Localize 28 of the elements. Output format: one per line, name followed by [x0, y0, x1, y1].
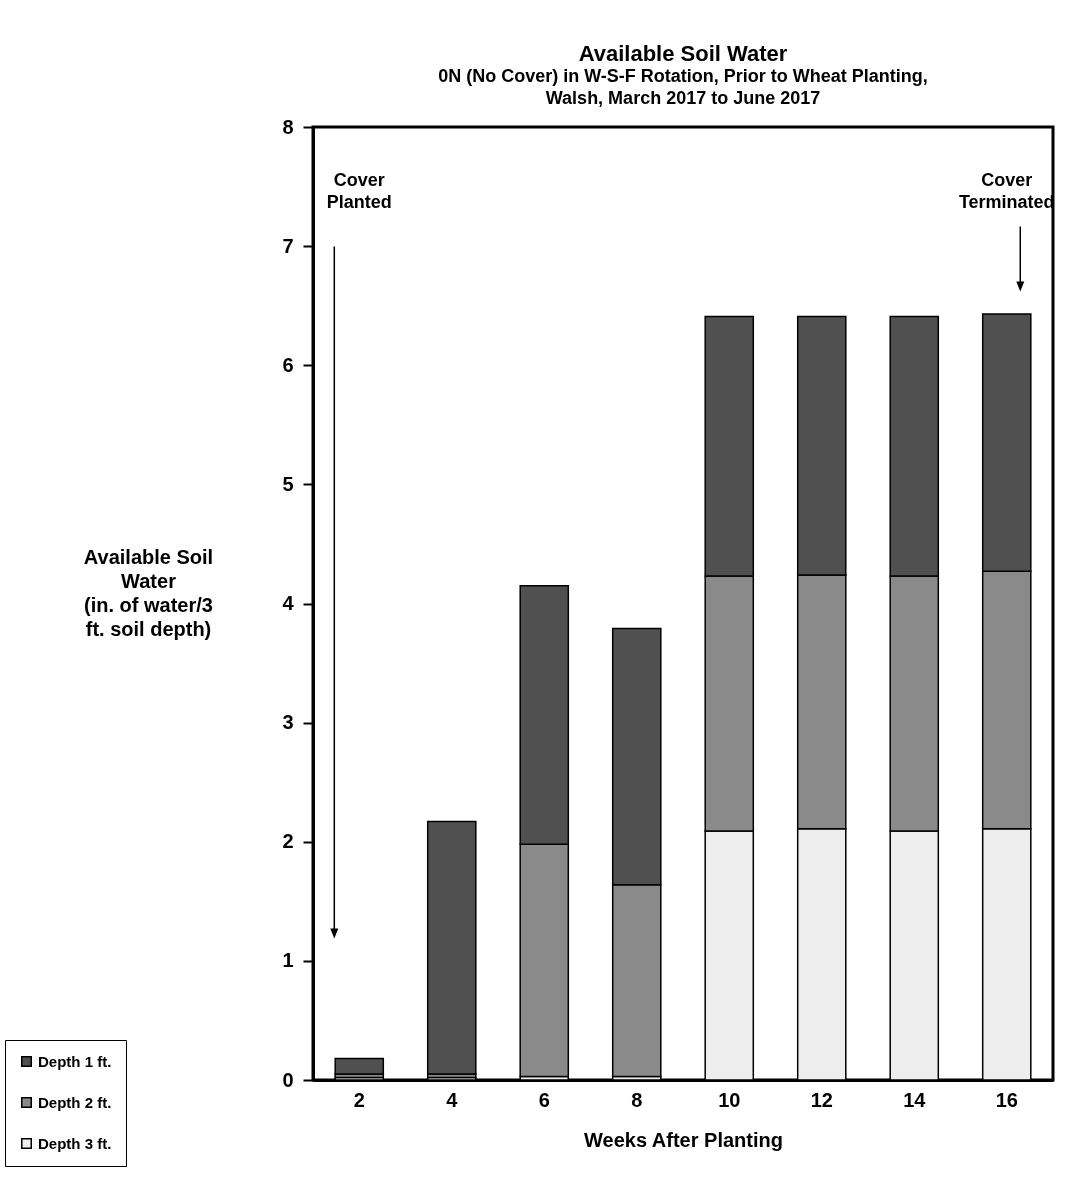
chart-title: Available Soil Water: [578, 41, 788, 66]
y-axis-title: Available Soil Water (in. of water/3 ft. soil depth): [83, 545, 214, 640]
legend-label: Depth 2 ft.: [38, 1093, 112, 1111]
y-tick-label: 5: [282, 472, 294, 495]
bar: [334, 1057, 385, 1075]
y-tick-label: 2: [282, 830, 294, 853]
x-tick-label: 12: [810, 1088, 833, 1111]
y-tick-label: 1: [282, 949, 294, 972]
annotation: Cover Terminated: [958, 170, 1055, 212]
x-tick-label: 2: [353, 1088, 365, 1111]
x-tick-label: 14: [903, 1088, 927, 1111]
y-tick-label: 3: [282, 711, 294, 734]
y-tick-label: 6: [282, 353, 294, 376]
x-axis-title: Weeks After Planting: [584, 1128, 783, 1151]
x-tick-label: 8: [631, 1088, 643, 1111]
y-tick-label: 4: [282, 592, 295, 614]
x-tick-label: 4: [446, 1088, 459, 1111]
legend-label: Depth 1 ft.: [38, 1052, 112, 1070]
legend-label: Depth 3 ft.: [38, 1134, 112, 1152]
chart-subtitle: 0N (No Cover) in W-S-F Rotation, Prior to Wheat Planting, Walsh, March 2017 to June 2017: [438, 66, 928, 108]
y-tick-label: 8: [282, 115, 294, 138]
y-tick-label: 0: [282, 1068, 294, 1091]
x-tick-label: 10: [718, 1088, 741, 1111]
annotation: Cover Planted: [326, 170, 392, 212]
x-tick-label: 6: [538, 1088, 550, 1111]
y-tick-label: 7: [282, 234, 294, 257]
x-tick-label: 16: [995, 1088, 1018, 1111]
bar: [426, 820, 477, 1075]
